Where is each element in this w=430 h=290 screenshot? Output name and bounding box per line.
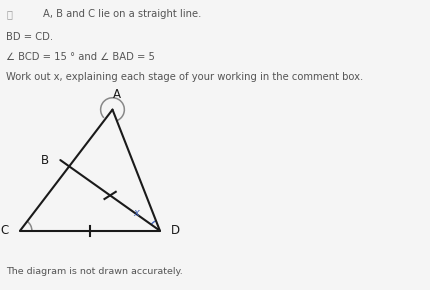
Text: x: x xyxy=(133,208,139,218)
Text: ⓘ: ⓘ xyxy=(6,9,12,19)
Text: BD = CD.: BD = CD. xyxy=(6,32,53,42)
Text: The diagram is not drawn accurately.: The diagram is not drawn accurately. xyxy=(6,267,183,275)
Text: Work out x, explaining each stage of your working in the comment box.: Work out x, explaining each stage of you… xyxy=(6,72,363,82)
Text: D: D xyxy=(170,224,179,237)
Text: B: B xyxy=(41,154,49,166)
Text: C: C xyxy=(1,224,9,237)
Text: A: A xyxy=(113,88,120,101)
Text: ∠ BCD = 15 ° and ∠ BAD = 5: ∠ BCD = 15 ° and ∠ BAD = 5 xyxy=(6,52,155,62)
Text: A, B and C lie on a straight line.: A, B and C lie on a straight line. xyxy=(43,9,201,19)
